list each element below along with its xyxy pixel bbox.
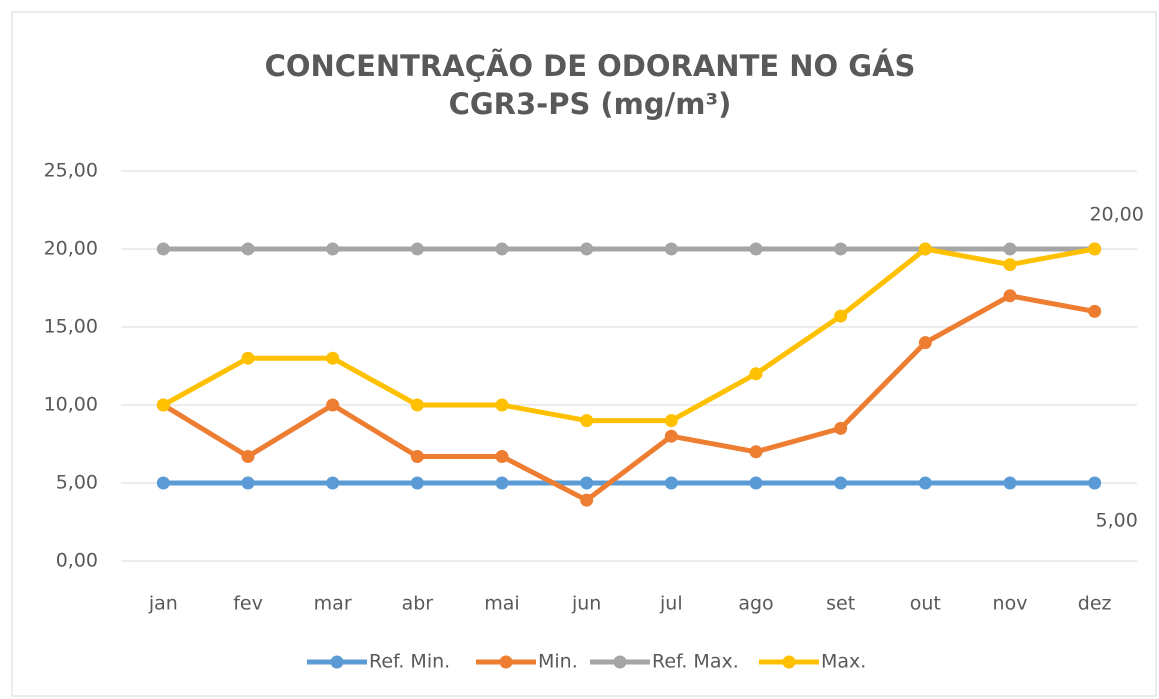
data-point	[664, 242, 678, 256]
y-tick-label: 15,00	[44, 316, 98, 338]
data-point	[156, 476, 170, 490]
legend-label: Min.	[538, 651, 578, 673]
data-point	[918, 476, 932, 490]
data-point	[749, 367, 763, 381]
series-line	[162, 246, 1096, 424]
series-line	[162, 293, 1096, 503]
data-point	[918, 336, 932, 350]
data-point	[326, 398, 340, 412]
y-tick-label: 5,00	[56, 472, 98, 494]
data-point	[1003, 242, 1017, 256]
x-tick-label: jun	[571, 593, 601, 615]
data-point	[580, 476, 594, 490]
data-point	[156, 242, 170, 256]
chart-subtitle: CGR3-PS (mg/m³)	[449, 87, 732, 121]
data-point	[410, 449, 424, 463]
data-point	[241, 476, 255, 490]
data-point	[749, 476, 763, 490]
data-point	[749, 242, 763, 256]
data-point	[834, 309, 848, 323]
y-tick-label: 25,00	[44, 160, 98, 182]
data-point	[410, 242, 424, 256]
data-point	[580, 414, 594, 428]
data-label: 5,00	[1096, 510, 1138, 532]
data-label: 20,00	[1089, 204, 1143, 226]
x-tick-label: dez	[1078, 593, 1112, 615]
x-tick-label: abr	[402, 593, 434, 615]
legend-label: Max.	[821, 651, 866, 673]
x-tick-label: fev	[233, 593, 263, 615]
data-point	[241, 242, 255, 256]
data-point	[410, 476, 424, 490]
y-tick-label: 20,00	[44, 238, 98, 260]
data-point	[241, 449, 255, 463]
x-tick-label: nov	[993, 593, 1028, 615]
x-tick-label: jan	[148, 593, 178, 615]
legend-marker	[499, 655, 513, 669]
x-tick-label: set	[826, 593, 855, 615]
data-point	[918, 242, 932, 256]
data-point	[1088, 304, 1102, 318]
data-point	[241, 351, 255, 365]
chart-border	[11, 11, 1157, 697]
data-point	[326, 351, 340, 365]
data-point	[664, 476, 678, 490]
data-point	[834, 476, 848, 490]
chart-title: CONCENTRAÇÃO DE ODORANTE NO GÁS	[265, 49, 916, 83]
legend-label: Ref. Max.	[652, 651, 739, 673]
data-point	[495, 449, 509, 463]
data-point	[664, 429, 678, 443]
data-point	[1088, 242, 1102, 256]
data-point	[1003, 258, 1017, 272]
data-point	[834, 421, 848, 435]
data-point	[1088, 476, 1102, 490]
y-tick-label: 10,00	[44, 394, 98, 416]
legend-marker	[613, 655, 627, 669]
x-tick-label: out	[910, 593, 941, 615]
legend-marker	[330, 655, 344, 669]
x-tick-label: ago	[738, 593, 773, 615]
data-point	[326, 242, 340, 256]
data-point	[495, 398, 509, 412]
data-point	[834, 242, 848, 256]
data-point	[1003, 289, 1017, 303]
data-point	[580, 242, 594, 256]
data-point	[495, 242, 509, 256]
data-point	[580, 493, 594, 507]
data-point	[156, 398, 170, 412]
x-tick-label: jul	[659, 593, 683, 615]
x-tick-label: mar	[314, 593, 352, 615]
y-tick-label: 0,00	[56, 550, 98, 572]
x-tick-label: mai	[484, 593, 519, 615]
data-point	[1003, 476, 1017, 490]
data-point	[495, 476, 509, 490]
legend-label: Ref. Min.	[369, 651, 450, 673]
legend-marker	[782, 655, 796, 669]
data-point	[326, 476, 340, 490]
data-point	[749, 445, 763, 459]
data-point	[664, 414, 678, 428]
data-point	[410, 398, 424, 412]
